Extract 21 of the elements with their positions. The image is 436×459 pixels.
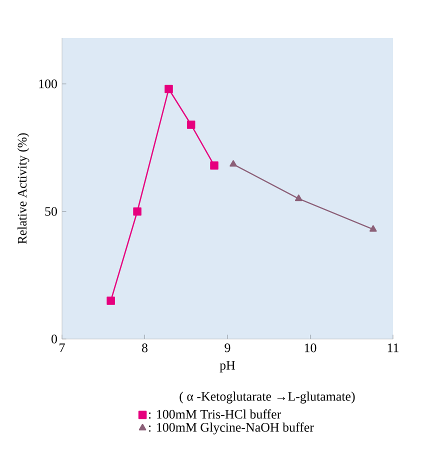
x-axis-title: pH xyxy=(220,361,236,372)
point xyxy=(369,225,377,232)
x-tick-label: 7 xyxy=(60,344,65,352)
point xyxy=(186,120,196,129)
x-tick-label: 8 xyxy=(142,344,148,352)
x-tick-label: 11 xyxy=(388,344,398,352)
point xyxy=(230,160,237,167)
text: ( α -Ketoglutarate →L-glutamate) xyxy=(180,392,355,404)
legend-label: : 100mM Tris-HCl buffer xyxy=(149,409,282,419)
x-tick-label: 9 xyxy=(224,344,230,352)
y-axis-title: Relative Activity (%) xyxy=(17,133,30,244)
point xyxy=(210,161,218,170)
point xyxy=(106,296,115,305)
x-tick-label: 10 xyxy=(304,344,316,352)
legend-label: : 100mM Glycine-NaOH buffer xyxy=(149,422,314,434)
y-tick-label: 100 xyxy=(39,80,57,88)
point xyxy=(164,84,173,94)
y-tick-label: 0 xyxy=(52,334,57,344)
point xyxy=(133,207,142,216)
point xyxy=(294,194,302,202)
y-tick-label: 50 xyxy=(45,207,57,216)
